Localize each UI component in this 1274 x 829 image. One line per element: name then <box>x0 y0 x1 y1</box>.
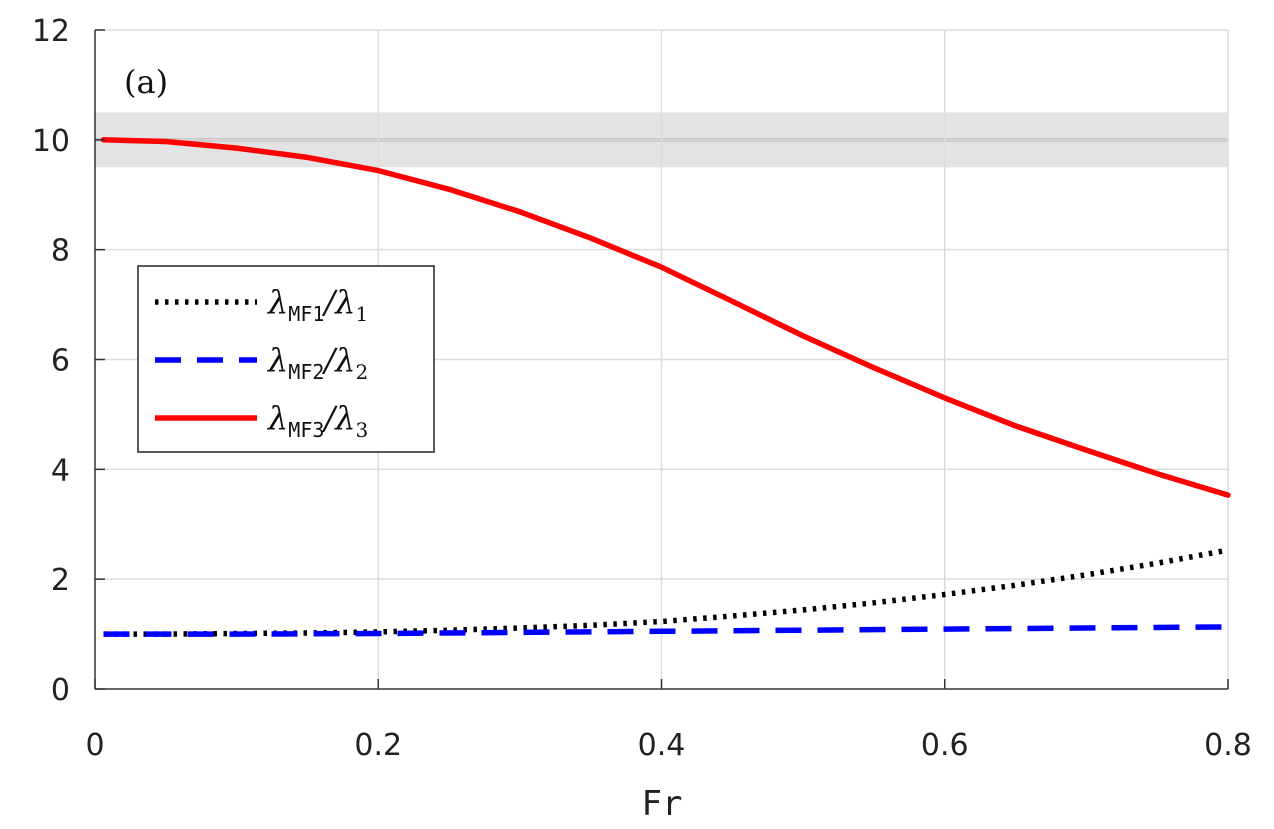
x-tick-label: 0.4 <box>638 728 686 763</box>
tick-labels: 0 0.2 0.4 0.6 0.8 0 2 4 6 8 10 12 <box>32 14 1252 763</box>
y-tick-label: 12 <box>32 14 70 49</box>
y-tick-label: 2 <box>51 563 70 598</box>
legend: λMF1/λ1 λMF2/λ2 λMF3/λ3 <box>137 265 435 453</box>
legend-label-mf3: λMF3/λ3 <box>266 399 368 442</box>
y-tick-label: 0 <box>51 673 70 708</box>
x-axis-label: Fr <box>642 784 683 824</box>
y-tick-label: 10 <box>32 124 70 159</box>
x-tick-label: 0.8 <box>1204 728 1252 763</box>
series-line-mf3 <box>100 137 1231 498</box>
legend-label-mf1: λMF1/λ1 <box>266 283 368 326</box>
legend-box <box>137 265 435 453</box>
axes <box>94 29 1229 690</box>
x-tick-label: 0.2 <box>354 728 402 763</box>
series-line-mf2 <box>103 624 1229 637</box>
panel-label: (a) <box>124 63 168 101</box>
y-tick-label: 8 <box>51 234 70 269</box>
y-tick-label: 4 <box>51 453 70 488</box>
x-tick-label: 0.6 <box>921 728 969 763</box>
legend-label-mf2: λMF2/λ2 <box>266 341 368 384</box>
x-tick-label: 0 <box>85 728 104 763</box>
series-line-mf1 <box>103 547 1229 637</box>
series-layer <box>100 137 1231 637</box>
y-tick-label: 6 <box>51 344 70 379</box>
